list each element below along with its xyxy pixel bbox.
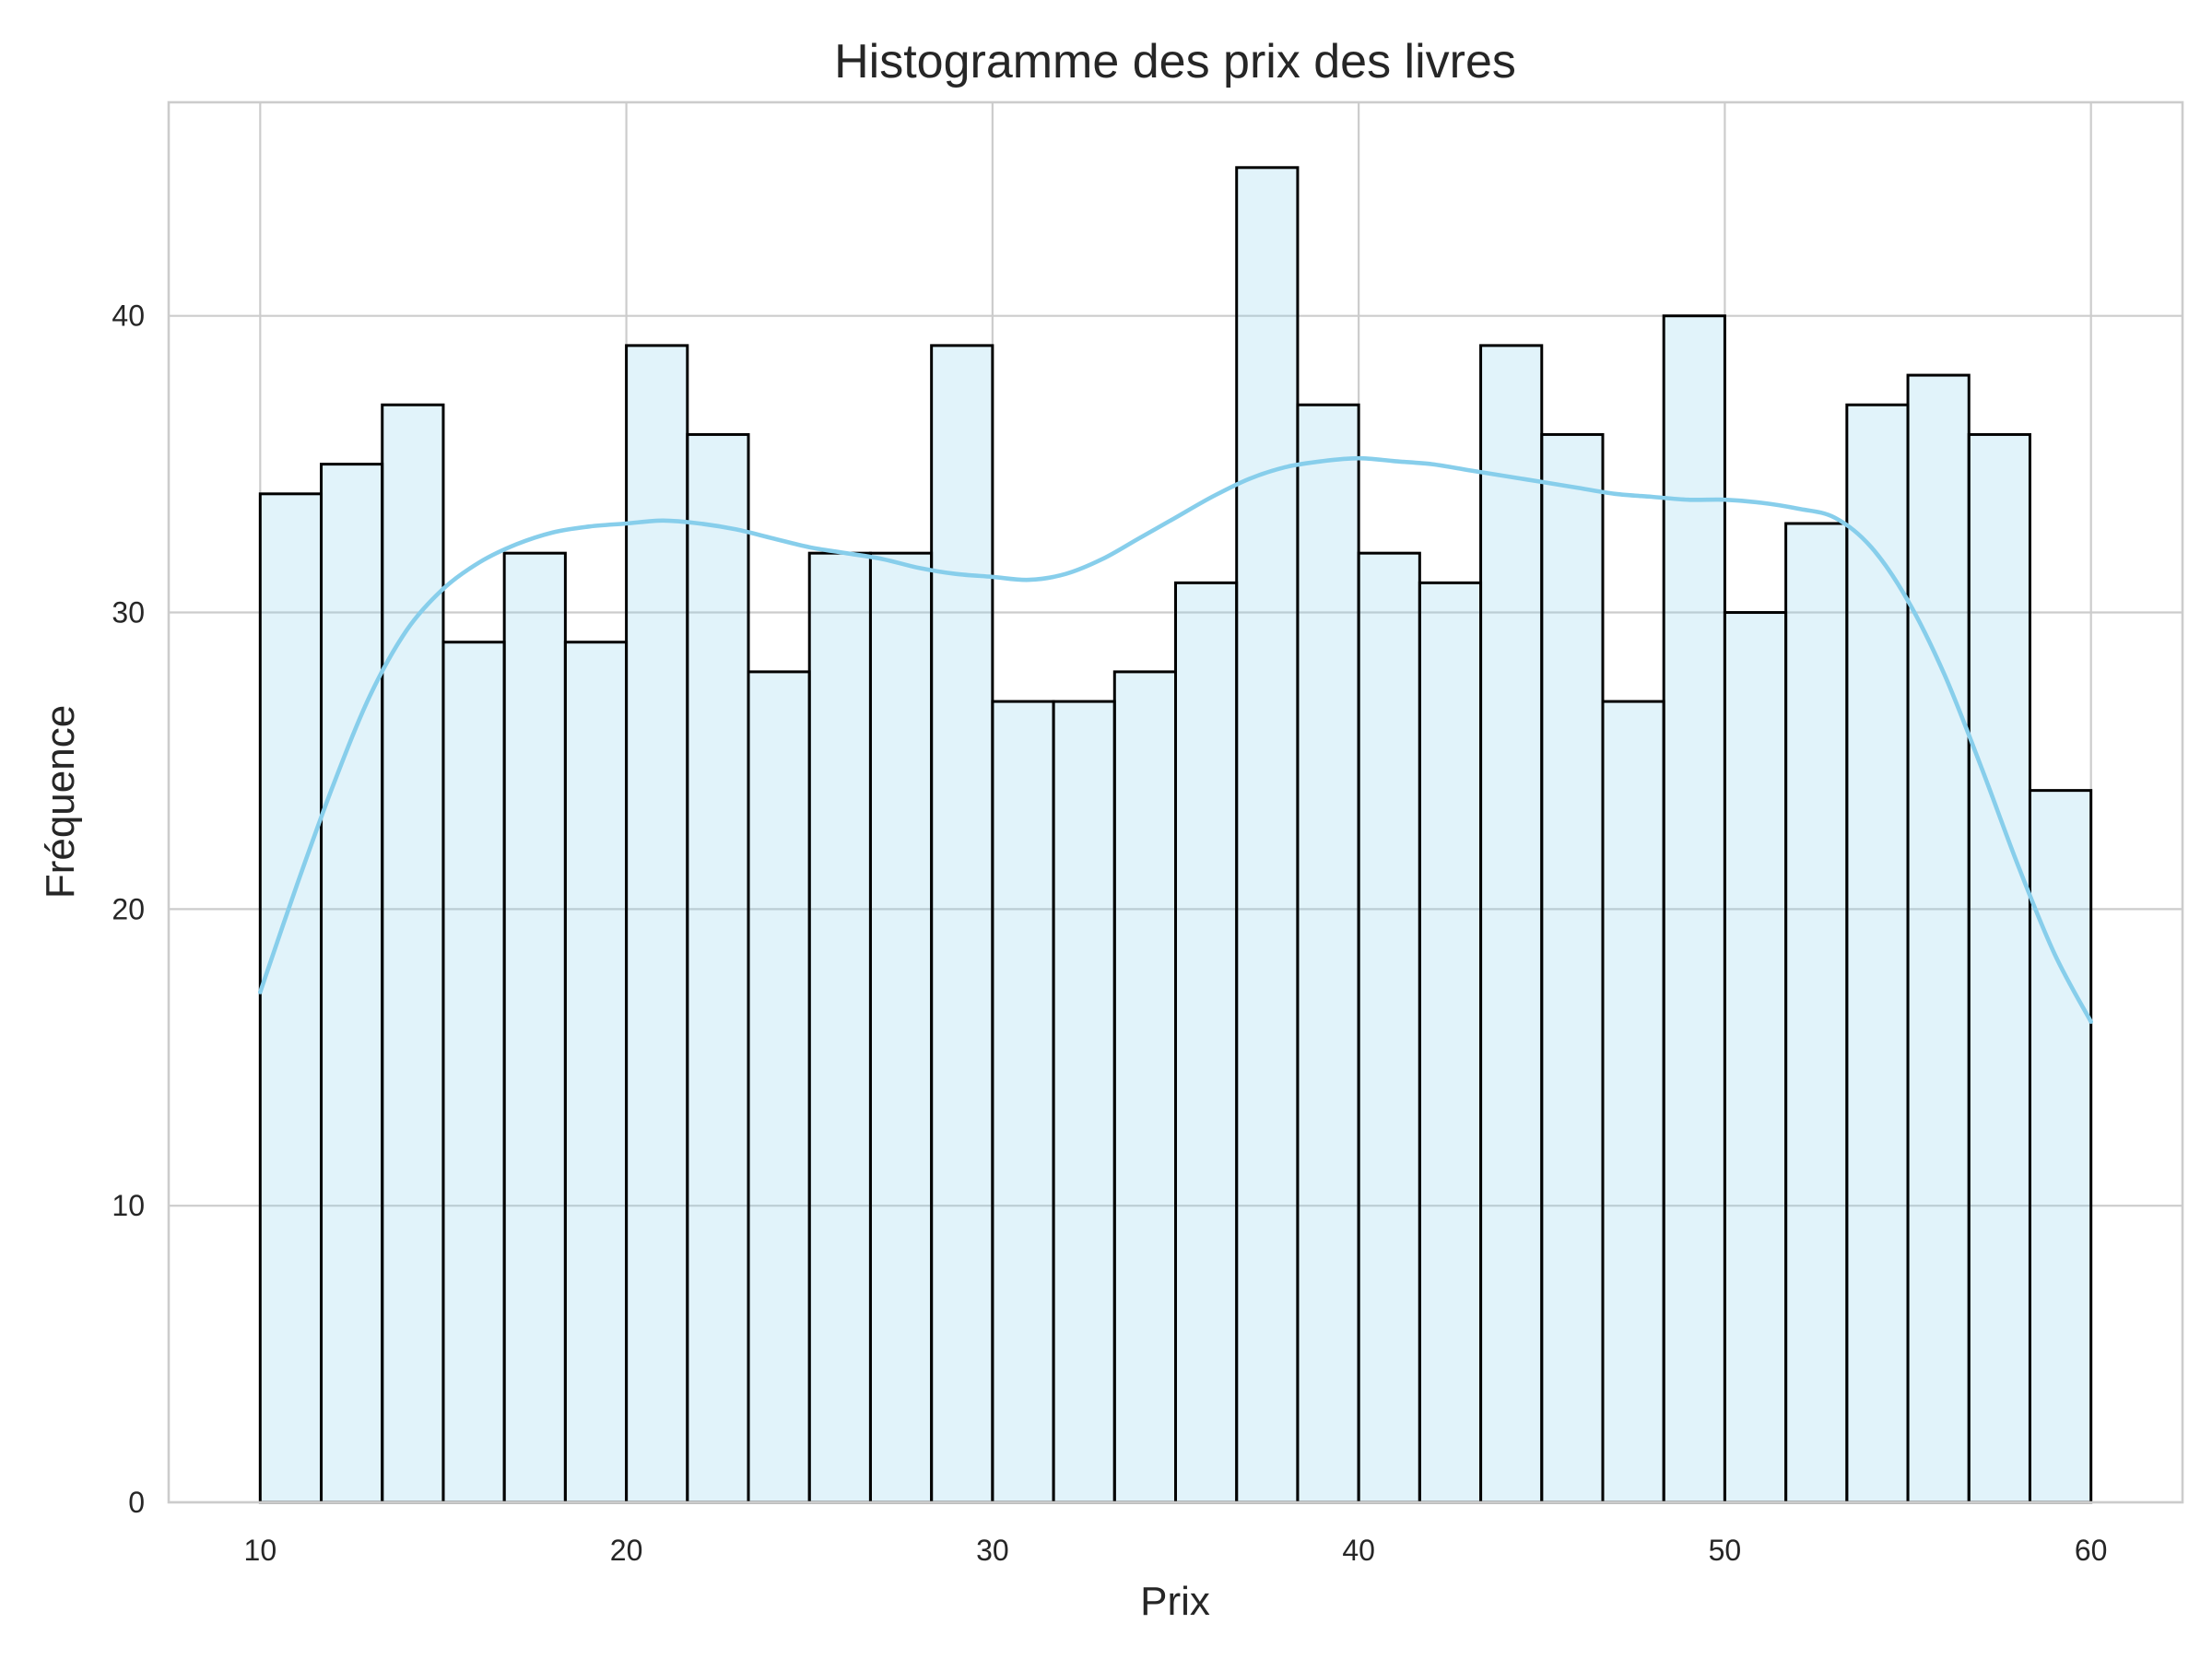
histogram-bar — [625, 344, 689, 1504]
histogram-bar — [686, 432, 750, 1504]
y-tick-label: 0 — [128, 1486, 145, 1519]
histogram-bar — [381, 403, 445, 1504]
x-tick-labels: 10 20 30 40 50 60 — [244, 1534, 2108, 1567]
histogram-bar — [258, 492, 324, 1504]
x-tick-label: 20 — [610, 1534, 643, 1567]
histogram-bar — [1784, 522, 1849, 1504]
histogram-bar — [1235, 166, 1300, 1504]
histogram-bar — [807, 551, 872, 1504]
histogram-bar — [1540, 432, 1605, 1504]
histogram-bar — [1418, 581, 1483, 1504]
x-axis-label: Prix — [1140, 1579, 1210, 1624]
histogram-bar — [991, 700, 1055, 1504]
histogram-bar — [1662, 314, 1726, 1504]
chart-title: Histogramme des prix des livres — [834, 35, 1516, 88]
histogram-bar — [1479, 344, 1544, 1504]
y-axis-label: Fréquence — [38, 705, 83, 899]
histogram-bar — [930, 344, 994, 1504]
histogram-bars — [258, 166, 2093, 1504]
kde-layer — [258, 455, 2093, 1024]
histogram-bar — [1601, 700, 1665, 1504]
x-tick-label: 30 — [976, 1534, 1009, 1567]
histogram-bar — [441, 641, 506, 1504]
histogram-bar — [747, 670, 811, 1504]
y-tick-label: 30 — [112, 596, 145, 629]
histogram-bar — [1112, 670, 1177, 1504]
histogram-bar — [1967, 432, 2031, 1504]
histogram-bar — [563, 641, 629, 1504]
kde-curve — [258, 455, 2093, 1024]
histogram-bar — [502, 551, 567, 1504]
x-tick-label: 40 — [1342, 1534, 1375, 1567]
histogram-bar — [868, 551, 934, 1504]
x-tick-label: 50 — [1709, 1534, 1742, 1567]
histogram-bar — [1052, 700, 1116, 1504]
plot-frame — [167, 100, 2184, 1504]
x-tick-label: 60 — [2075, 1534, 2108, 1567]
y-tick-label: 20 — [112, 892, 145, 925]
histogram-bar — [1357, 551, 1421, 1504]
histogram-bar — [1845, 403, 1910, 1504]
histogram-bar — [1296, 403, 1360, 1504]
x-tick-label: 10 — [244, 1534, 277, 1567]
histogram-bar — [320, 463, 384, 1504]
histogram-bar — [1906, 373, 1971, 1504]
y-tick-label: 10 — [112, 1189, 145, 1222]
histogram-bar — [1723, 611, 1788, 1504]
histogram-bar — [1174, 581, 1239, 1504]
histogram-bar — [2028, 789, 2093, 1504]
y-tick-labels: 0 10 20 30 40 — [112, 300, 145, 1519]
y-tick-label: 40 — [112, 300, 145, 333]
